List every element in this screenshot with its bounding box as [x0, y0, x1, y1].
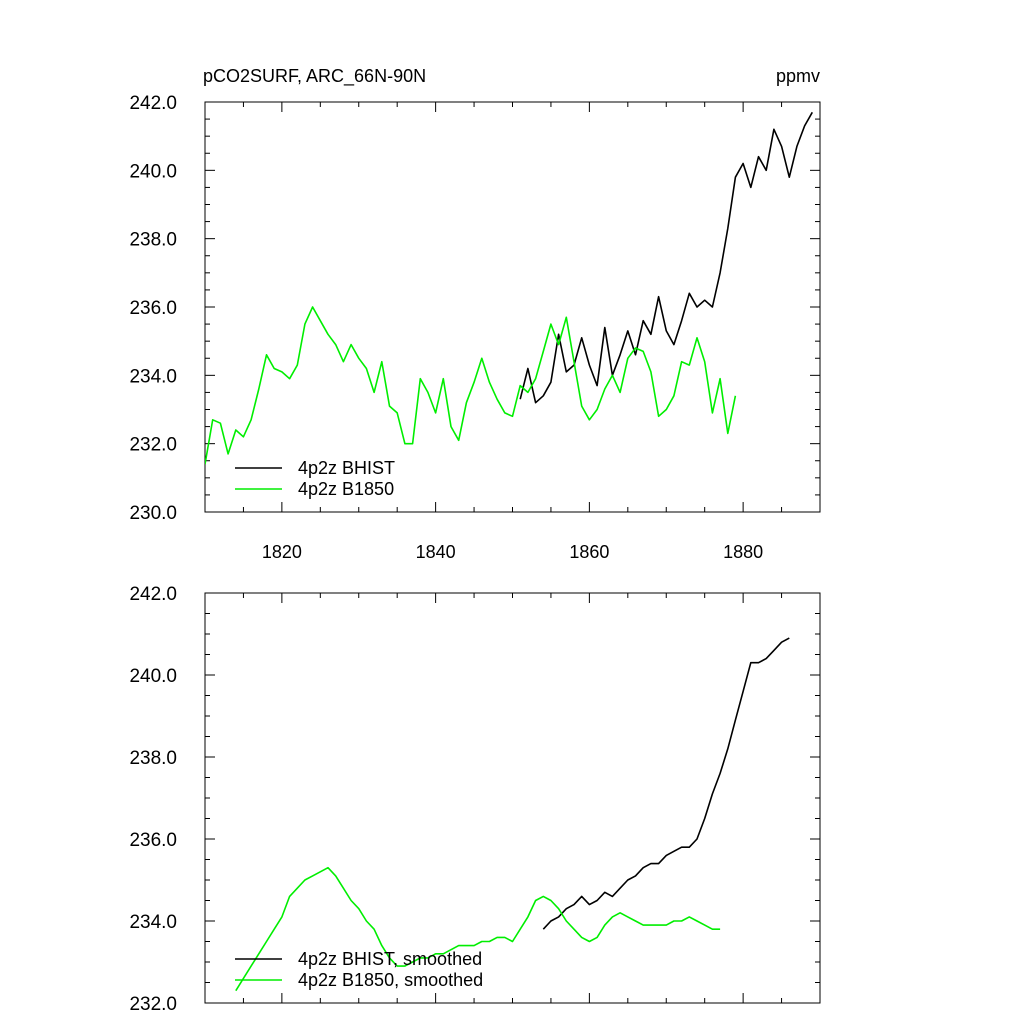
legend-label: 4p2z B1850 — [298, 479, 394, 499]
y-tick-label: 234.0 — [129, 912, 177, 933]
series-line — [205, 306, 737, 465]
y-tick-label: 230.0 — [129, 503, 177, 524]
y-tick-label: 232.0 — [129, 994, 177, 1015]
y-tick-label: 236.0 — [129, 830, 177, 851]
y-tick-label: 242.0 — [129, 93, 177, 114]
series-line — [519, 111, 813, 404]
x-tick-label: 1820 — [262, 542, 302, 562]
legend-label: 4p2z BHIST, smoothed — [298, 949, 482, 969]
y-tick-label: 238.0 — [129, 748, 177, 769]
y-tick-label: 240.0 — [129, 666, 177, 687]
legend-label: 4p2z B1850, smoothed — [298, 970, 483, 990]
x-tick-label: 1880 — [723, 542, 763, 562]
y-tick-label: 238.0 — [129, 230, 177, 251]
y-tick-label: 234.0 — [129, 366, 177, 387]
series-line — [542, 637, 790, 930]
series-group — [235, 637, 790, 992]
bottom-plot: 232.0 234.0 236.0 238.0 240.0 242.0 4p2z BHIST… — [129, 584, 821, 1015]
series-line — [235, 866, 721, 992]
plot-frame — [204, 101, 821, 513]
y-tick-label: 240.0 — [129, 161, 177, 182]
series-group — [205, 111, 813, 465]
chart-units: ppmv — [776, 66, 820, 86]
legend-label: 4p2z BHIST — [298, 458, 395, 478]
x-tick-label: 1860 — [569, 542, 609, 562]
chart-title: pCO2SURF, ARC_66N-90N — [203, 66, 426, 87]
y-tick-label: 242.0 — [129, 584, 177, 605]
y-tick-label: 232.0 — [129, 435, 177, 456]
top-plot: 1820 1840 1860 1880 230.0 232.0 234.0 236.0 238.… — [129, 93, 821, 562]
y-tick-label: 236.0 — [129, 298, 177, 319]
x-tick-label: 1840 — [416, 542, 456, 562]
